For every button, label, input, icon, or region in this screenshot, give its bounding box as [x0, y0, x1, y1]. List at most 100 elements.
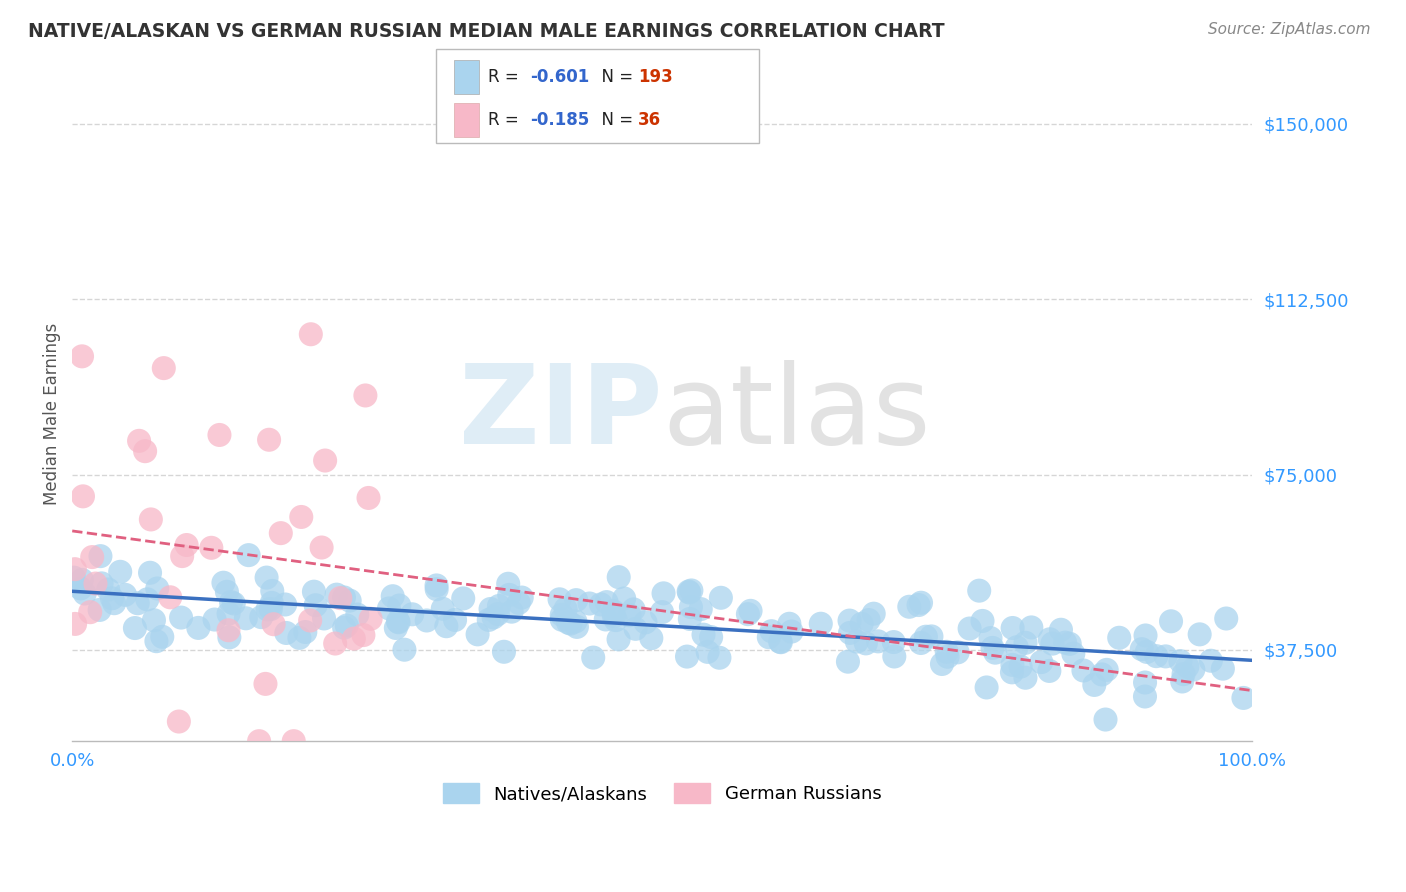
- Point: [387, 615, 409, 629]
- Point: [920, 629, 942, 643]
- Point: [339, 593, 361, 607]
- Point: [276, 626, 298, 640]
- Point: [444, 613, 467, 627]
- Point: [127, 596, 149, 610]
- Point: [387, 615, 409, 630]
- Point: [710, 591, 733, 605]
- Point: [1010, 659, 1032, 673]
- Point: [554, 602, 576, 616]
- Text: NATIVE/ALASKAN VS GERMAN RUSSIAN MEDIAN MALE EARNINGS CORRELATION CHART: NATIVE/ALASKAN VS GERMAN RUSSIAN MEDIAN …: [28, 22, 945, 41]
- Point: [838, 614, 860, 628]
- Point: [652, 586, 675, 600]
- Point: [1199, 654, 1222, 668]
- Point: [1031, 655, 1053, 669]
- Point: [758, 630, 780, 644]
- Point: [352, 628, 374, 642]
- Point: [432, 602, 454, 616]
- Point: [1135, 628, 1157, 642]
- Point: [270, 526, 292, 541]
- Point: [1133, 690, 1156, 704]
- Point: [709, 650, 731, 665]
- Point: [170, 610, 193, 624]
- Point: [761, 624, 783, 639]
- Point: [333, 591, 356, 605]
- Point: [692, 628, 714, 642]
- Point: [972, 614, 994, 628]
- Point: [678, 585, 700, 599]
- Point: [1062, 647, 1084, 661]
- Point: [343, 632, 366, 646]
- Point: [63, 616, 86, 631]
- Point: [810, 616, 832, 631]
- Point: [145, 634, 167, 648]
- Point: [299, 327, 322, 342]
- Point: [589, 598, 612, 612]
- Text: N =: N =: [591, 69, 638, 87]
- Point: [603, 609, 626, 624]
- Point: [1001, 665, 1024, 680]
- Point: [634, 615, 657, 630]
- Point: [501, 605, 523, 619]
- Point: [1054, 635, 1077, 649]
- Point: [426, 582, 449, 597]
- Point: [333, 621, 356, 635]
- Point: [187, 621, 209, 635]
- Point: [360, 612, 382, 626]
- Point: [910, 636, 932, 650]
- Point: [1095, 663, 1118, 677]
- Point: [1014, 671, 1036, 685]
- Point: [696, 645, 718, 659]
- Point: [325, 588, 347, 602]
- Point: [354, 388, 377, 402]
- Point: [323, 636, 346, 650]
- Point: [915, 630, 938, 644]
- Point: [681, 583, 703, 598]
- Point: [134, 444, 156, 458]
- Point: [136, 592, 159, 607]
- Point: [329, 591, 352, 606]
- Point: [976, 681, 998, 695]
- Point: [679, 600, 702, 615]
- Point: [910, 596, 932, 610]
- Point: [172, 549, 194, 563]
- Point: [679, 612, 702, 626]
- Point: [898, 599, 921, 614]
- Point: [394, 642, 416, 657]
- Point: [70, 349, 93, 363]
- Y-axis label: Median Male Earnings: Median Male Earnings: [44, 323, 60, 505]
- Point: [1073, 664, 1095, 678]
- Point: [1014, 636, 1036, 650]
- Point: [837, 655, 859, 669]
- Point: [780, 624, 803, 639]
- Text: R =: R =: [488, 111, 524, 128]
- Text: N =: N =: [591, 111, 638, 128]
- Text: 36: 36: [638, 111, 661, 128]
- Point: [479, 602, 502, 616]
- Point: [1232, 690, 1254, 705]
- Point: [510, 591, 533, 605]
- Text: ZIP: ZIP: [458, 360, 662, 467]
- Point: [769, 634, 792, 648]
- Point: [607, 570, 630, 584]
- Point: [200, 541, 222, 555]
- Point: [401, 607, 423, 622]
- Point: [357, 491, 380, 505]
- Point: [678, 584, 700, 599]
- Point: [1182, 663, 1205, 677]
- Point: [700, 630, 723, 644]
- Point: [967, 583, 990, 598]
- Point: [1130, 642, 1153, 657]
- Point: [1170, 654, 1192, 668]
- Point: [467, 627, 489, 641]
- Point: [222, 597, 245, 611]
- Point: [385, 621, 408, 635]
- Point: [114, 588, 136, 602]
- Point: [89, 549, 111, 563]
- Point: [336, 618, 359, 632]
- Point: [208, 428, 231, 442]
- Point: [1050, 623, 1073, 637]
- Point: [858, 613, 880, 627]
- Point: [1001, 657, 1024, 672]
- Point: [176, 538, 198, 552]
- Point: [868, 634, 890, 648]
